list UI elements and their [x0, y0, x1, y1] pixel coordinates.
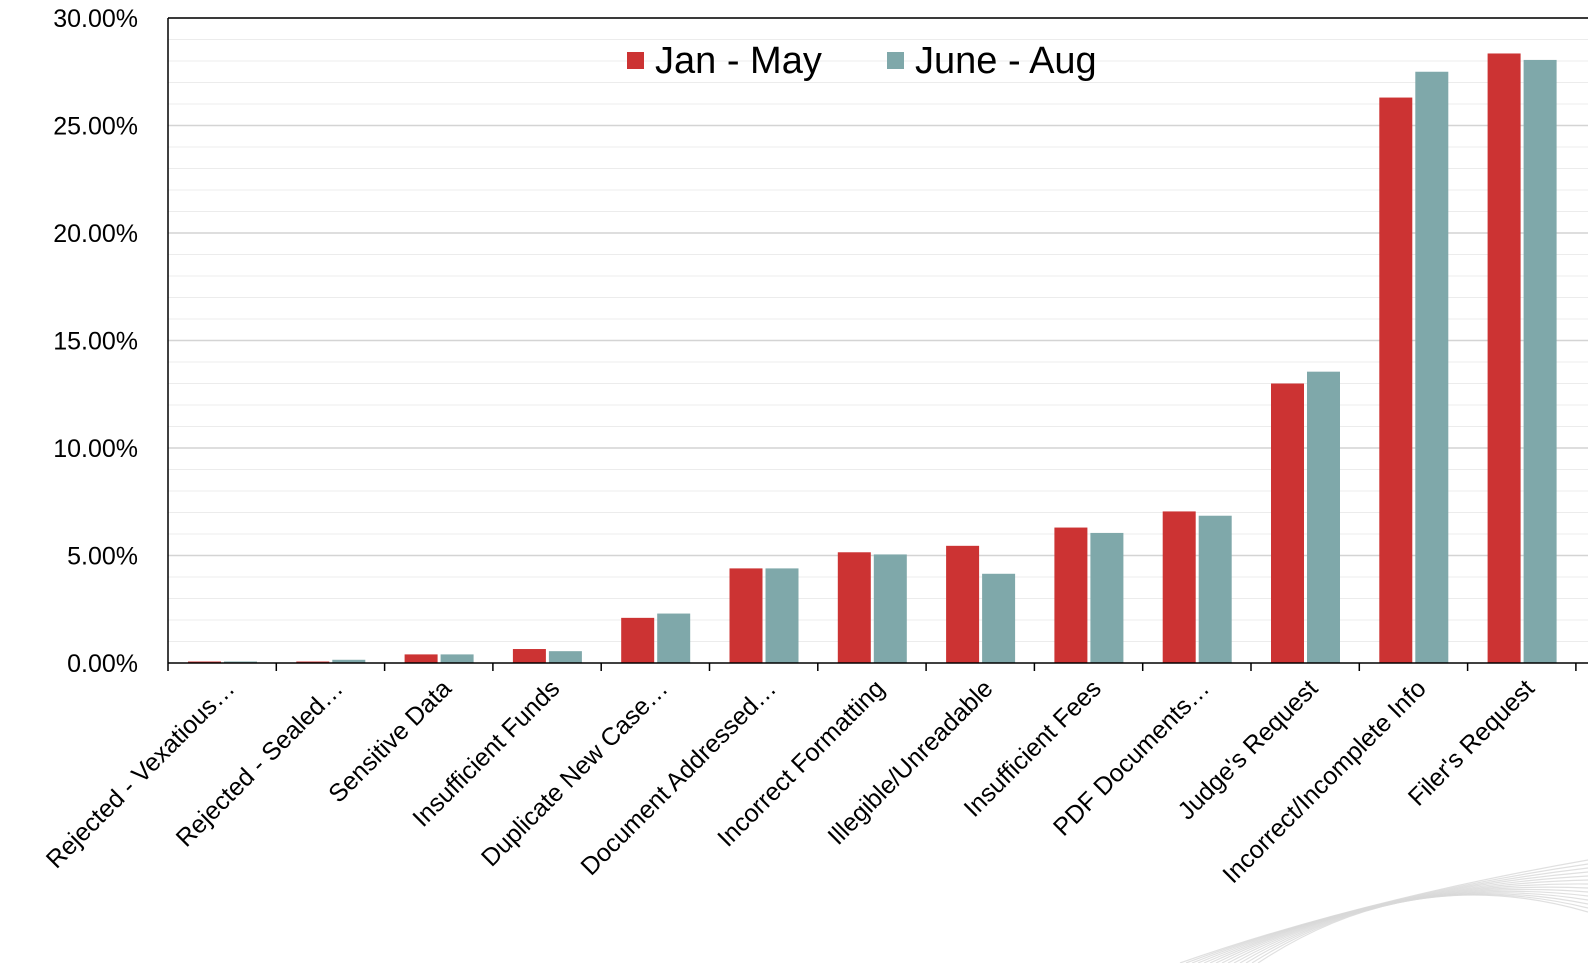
gridlines	[168, 17, 1588, 642]
bar-jan-may	[1379, 97, 1413, 664]
x-category-label: Duplicate New Case…	[476, 674, 674, 872]
bar-june-aug	[440, 654, 474, 663]
bar-june-aug	[1307, 371, 1340, 663]
swoosh-line	[1233, 890, 1588, 963]
y-tick-label: 0.00%	[67, 650, 138, 678]
bar-june-aug	[1415, 71, 1449, 663]
bar-june-aug	[1090, 532, 1124, 663]
bar-jan-may	[512, 649, 546, 663]
y-tick-label: 20.00%	[53, 220, 138, 248]
y-tick-label: 10.00%	[53, 435, 138, 463]
bar-june-aug	[982, 573, 1016, 663]
bar-jan-may	[404, 654, 438, 663]
bar-june-aug	[657, 613, 691, 663]
swoosh-line	[1257, 894, 1588, 963]
legend-label: Jan - May	[655, 40, 822, 82]
y-tick-label: 30.00%	[53, 5, 138, 33]
legend-label: June - Aug	[915, 40, 1097, 82]
bar-jan-may	[1271, 383, 1304, 663]
legend-swatch	[887, 52, 904, 69]
y-tick-label: 15.00%	[53, 328, 138, 356]
bar-june-aug	[332, 659, 366, 663]
bar-june-aug	[765, 568, 799, 663]
bar-june-aug	[1198, 515, 1232, 663]
axes	[167, 17, 1588, 671]
bar-jan-may	[1162, 511, 1196, 663]
bar-june-aug	[873, 554, 907, 663]
bar-jan-may	[621, 617, 655, 663]
y-tick-label: 5.00%	[67, 543, 138, 571]
x-category-label: Rejected - Vexatious…	[41, 674, 241, 874]
bar-june-aug	[1523, 59, 1557, 664]
bar-jan-may	[837, 552, 871, 663]
bar-june-aug	[548, 651, 582, 663]
x-axis-category-labels: Rejected - Vexatious…Rejected - Sealed…S…	[41, 674, 1540, 888]
bar-jan-may	[729, 568, 763, 663]
bar-jan-may	[946, 545, 980, 663]
y-axis-tick-labels: 0.00% 5.00% 10.00% 15.00% 20.00% 25.00% 30.00%	[53, 5, 138, 678]
x-category-label: Incorrect/Incomplete Info	[1217, 674, 1431, 888]
legend: Jan - May June - Aug	[627, 40, 1097, 82]
background-swoosh-decoration	[1179, 859, 1588, 963]
legend-swatch	[627, 52, 644, 69]
bar-jan-may	[1054, 527, 1088, 663]
bars	[188, 53, 1557, 664]
y-tick-label: 25.00%	[53, 113, 138, 141]
x-category-label: Document Addressed…	[575, 674, 781, 880]
bar-jan-may	[1487, 53, 1521, 664]
